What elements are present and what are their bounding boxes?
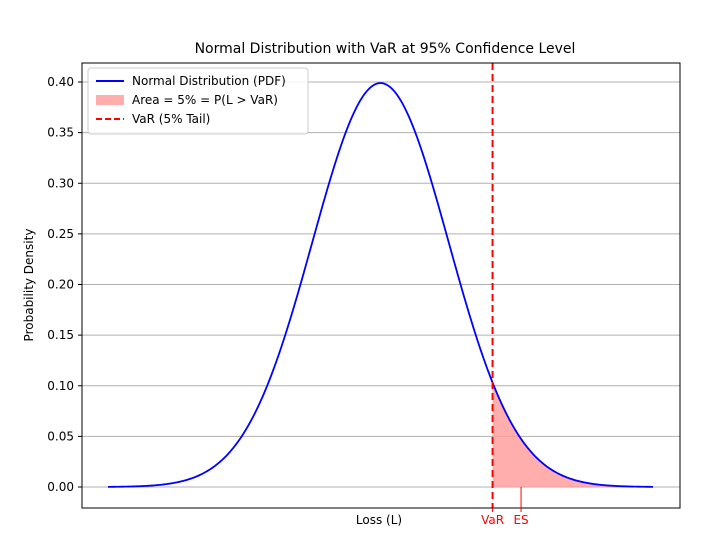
axes-frame <box>81 62 681 509</box>
shaded-tail-area <box>492 382 653 487</box>
legend-box <box>87 67 309 135</box>
legend-handle-patch <box>96 95 124 105</box>
axes-frame-group <box>81 62 681 509</box>
x-axis-label: Loss (L) <box>356 513 402 527</box>
y-tick-label: 0.00 <box>47 480 74 494</box>
legend-label: VaR (5% Tail) <box>132 112 210 126</box>
ticks-group: 0.00 0.05 0.10 0.15 0.20 0.25 0.30 0.35 0.40 <box>47 75 82 494</box>
marker-label-var: VaR <box>481 513 504 527</box>
y-tick-label: 0.30 <box>47 176 74 190</box>
y-tick-label: 0.25 <box>47 227 74 241</box>
y-axis-label: Probability Density <box>22 229 36 342</box>
y-tick-label: 0.20 <box>47 278 74 292</box>
grid-lines <box>82 81 680 488</box>
y-tick-label: 0.40 <box>47 75 74 89</box>
legend-label: Area = 5% = P(L > VaR) <box>132 93 278 107</box>
markers-group: VaR ES <box>481 487 529 527</box>
y-tick-label: 0.15 <box>47 328 74 342</box>
shaded-tail-area-group <box>492 382 653 487</box>
chart-title: Normal Distribution with VaR at 95% Conf… <box>195 41 576 57</box>
marker-label-es: ES <box>513 513 528 527</box>
pdf-curve-line <box>107 82 654 488</box>
legend-label: Normal Distribution (PDF) <box>132 74 286 88</box>
y-tick-label: 0.10 <box>47 379 74 393</box>
legend: Normal Distribution (PDF) Area = 5% = P(L… <box>87 67 309 135</box>
y-tick-label: 0.05 <box>47 429 74 443</box>
y-tick-label: 0.35 <box>47 126 74 140</box>
pdf-curve-group <box>107 82 654 488</box>
